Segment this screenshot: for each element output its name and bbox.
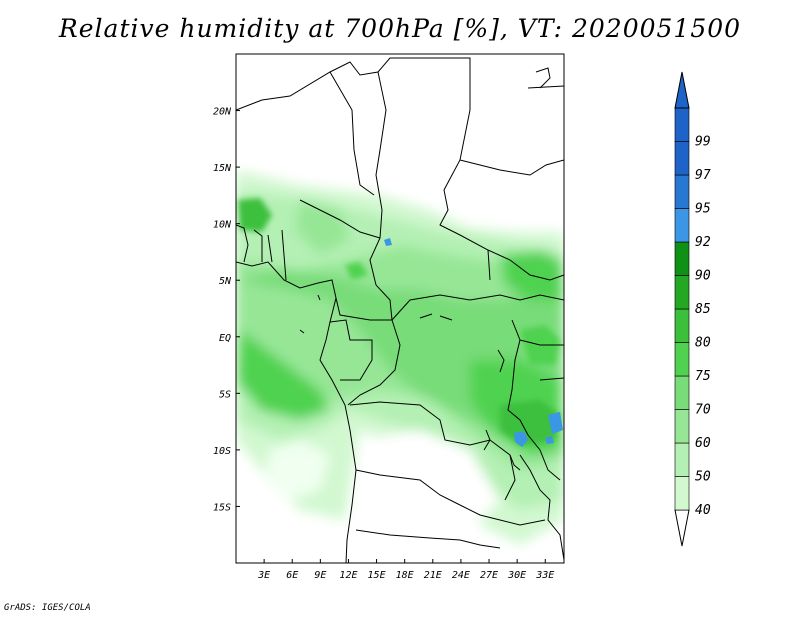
colorbar-swatch xyxy=(674,208,690,243)
colorbar-tick-label: 70 xyxy=(695,403,711,418)
colorbar-swatch xyxy=(674,275,690,310)
latitude-axis: 20N 15N 10N 5N EQ 5S 10S 15S xyxy=(213,107,240,513)
colorbar-tick-label: 80 xyxy=(695,336,711,351)
colorbar-tick-label: 90 xyxy=(695,269,711,284)
lon-tick-label: 21E xyxy=(424,570,442,581)
colorbar-swatch xyxy=(674,308,690,343)
colorbar-lower-triangle xyxy=(674,509,690,547)
colorbar-tick-label: 75 xyxy=(695,369,711,384)
grads-credit: GrADS: IGES/COLA xyxy=(4,603,91,613)
colorbar-swatch xyxy=(674,476,690,511)
colorbar-upper-triangle xyxy=(674,71,690,109)
lon-tick-label: 33E xyxy=(535,570,554,581)
colorbar-tick-label: 85 xyxy=(695,302,711,317)
lat-tick-label: 10N xyxy=(213,220,232,231)
colorbar-tick-label: 40 xyxy=(695,503,711,518)
humidity-field xyxy=(236,54,564,563)
colorbar-tick-label: 50 xyxy=(695,470,711,485)
colorbar-swatch xyxy=(674,141,690,176)
lon-tick-label: 9E xyxy=(314,570,326,581)
colorbar-swatch xyxy=(674,442,690,477)
lon-tick-label: 18E xyxy=(396,570,414,581)
lat-tick-label: 10S xyxy=(213,446,231,457)
map-title: Relative humidity at 700hPa [%], VT: 202… xyxy=(58,14,742,43)
colorbar-swatch xyxy=(674,107,690,142)
colorbar-swatch xyxy=(674,342,690,377)
colorbar-tick-label: 92 xyxy=(695,235,711,250)
lon-tick-label: 27E xyxy=(480,570,498,581)
lon-tick-label: 6E xyxy=(286,570,298,581)
lon-tick-label: 12E xyxy=(339,570,357,581)
colorbar-swatch xyxy=(674,375,690,410)
colorbar-tick-label: 99 xyxy=(695,135,711,150)
colorbar-swatch xyxy=(674,409,690,444)
lon-tick-label: 15E xyxy=(368,570,386,581)
colorbar: 40 50 60 70 75 80 85 90 92 95 97 99 xyxy=(674,71,711,547)
country-borders xyxy=(236,57,564,563)
lon-tick-label: 30E xyxy=(507,570,526,581)
colorbar-swatch xyxy=(674,174,690,209)
colorbar-tick-label: 95 xyxy=(695,202,711,217)
colorbar-tick-label: 97 xyxy=(695,168,711,183)
lat-tick-label: 15S xyxy=(213,502,231,513)
lat-tick-label: 5N xyxy=(219,276,232,287)
colorbar-tick-label: 60 xyxy=(695,436,711,451)
lon-tick-label: 24E xyxy=(452,570,470,581)
lat-tick-label: 20N xyxy=(213,107,232,118)
map-frame xyxy=(235,53,565,564)
longitude-axis: 3E 6E 9E 12E 15E 18E 21E 24E 27E 30E 33E xyxy=(257,559,554,581)
lon-tick-label: 3E xyxy=(257,570,270,581)
lat-tick-label: EQ xyxy=(219,333,231,344)
colorbar-swatch xyxy=(674,241,690,276)
lat-tick-label: 5S xyxy=(219,389,231,400)
lat-tick-label: 15N xyxy=(213,163,232,174)
